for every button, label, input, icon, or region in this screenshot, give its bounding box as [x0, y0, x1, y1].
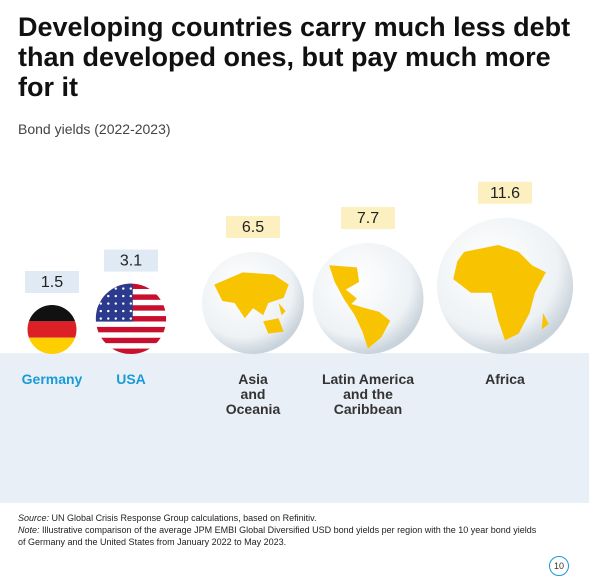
flag-star: [114, 317, 117, 320]
value-label: 1.5: [41, 274, 63, 291]
flag-star: [114, 309, 117, 313]
category-label: Africa: [485, 371, 525, 387]
value-label-box: [25, 271, 79, 294]
flag-star: [99, 302, 102, 305]
chart-title: Developing countries carry much less deb…: [18, 12, 571, 102]
flag-stripe: [27, 321, 77, 338]
source-label: Source:: [18, 513, 50, 523]
flag-star: [107, 309, 110, 313]
bubble-group: [202, 252, 304, 354]
flag-star: [99, 317, 102, 320]
flag-star: [122, 309, 125, 313]
flag-star: [114, 302, 117, 305]
flag-star: [129, 309, 132, 313]
bubble-group: [27, 305, 77, 354]
category-label: Asia and Oceania: [225, 371, 281, 417]
flag-star: [99, 287, 102, 290]
flag-star: [107, 294, 110, 298]
value-label-box: [226, 216, 280, 239]
flag-star: [129, 294, 132, 298]
bubble-group: [436, 217, 574, 354]
chart-subtitle: Bond yields (2022-2023): [18, 121, 171, 137]
continent: [453, 245, 549, 341]
note: Illustrative comparison of the average J…: [18, 525, 537, 547]
category-label: USA: [116, 371, 146, 387]
flag-star: [122, 317, 125, 320]
bubble-group: [95, 283, 167, 355]
flag-star: [107, 287, 110, 290]
flag-star: [107, 317, 110, 320]
bubble-group: [312, 243, 424, 354]
footnote: Source: UN Global Crisis Response Group …: [18, 512, 538, 548]
bubble-decor: [453, 245, 549, 341]
background-band: [0, 353, 589, 503]
flag-star: [129, 287, 132, 290]
flag-star: [99, 294, 102, 298]
flag-stripe: [95, 343, 167, 349]
bubble-decor: [27, 305, 77, 354]
note-label: Note:: [18, 525, 40, 535]
flag-star: [114, 287, 117, 290]
category-label: Latin America and the Caribbean: [321, 371, 415, 417]
continent: [329, 265, 391, 349]
flag-star: [122, 302, 125, 305]
flag-star: [129, 302, 132, 305]
continent: [214, 272, 289, 334]
flag-star: [114, 294, 117, 298]
flag-star: [122, 287, 125, 290]
flag-stripe: [95, 332, 167, 339]
source: UN Global Crisis Response Group calculat…: [51, 513, 317, 523]
value-label: 3.1: [120, 253, 142, 270]
value-label: 6.5: [242, 219, 264, 236]
value-label: 11.6: [490, 185, 520, 202]
flag-stripe: [95, 321, 167, 328]
flag-star: [129, 317, 132, 320]
flag-stripe: [95, 326, 167, 333]
bubble-decor: [329, 265, 391, 349]
category-label: Germany: [21, 371, 83, 387]
flag-stripe: [95, 348, 167, 355]
flag-star: [107, 302, 110, 305]
value-label-box: [341, 207, 395, 230]
value-label: 7.7: [357, 210, 379, 227]
value-label-box: [104, 249, 158, 272]
bubble-decor: [95, 283, 167, 355]
flag-stripe: [95, 337, 167, 344]
flag-star: [122, 294, 125, 298]
page-number: 10: [549, 556, 569, 576]
flag-star: [99, 309, 102, 313]
value-label-box: [478, 181, 532, 204]
bubble-decor: [214, 272, 289, 334]
flag-stripe: [27, 337, 77, 354]
flag-stripe: [27, 305, 77, 322]
